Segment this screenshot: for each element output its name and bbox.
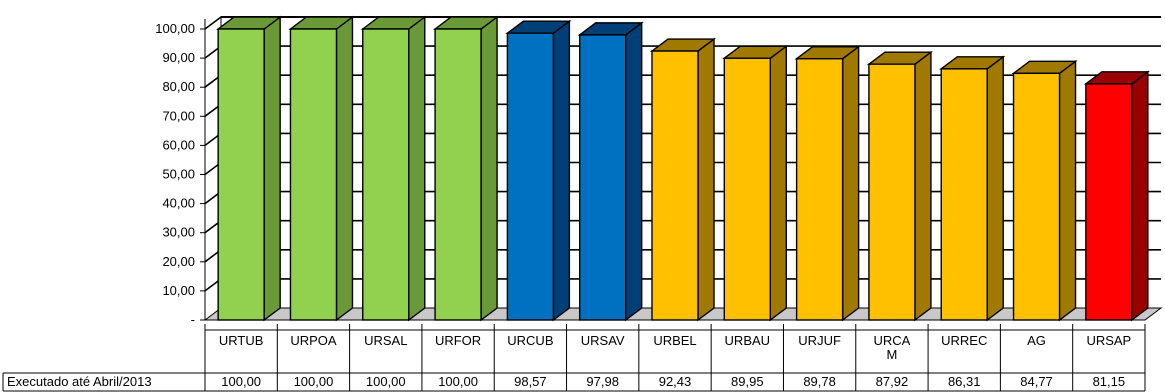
bar-ursal bbox=[360, 15, 427, 322]
data-value-label: 87,92 bbox=[876, 374, 909, 389]
bar-urrec bbox=[939, 55, 1006, 322]
category-label: URSAV bbox=[581, 333, 625, 348]
category-label: URTUB bbox=[219, 333, 264, 348]
data-value-label: 89,95 bbox=[731, 374, 764, 389]
data-value-label: 100,00 bbox=[294, 374, 334, 389]
data-value-label: 81,15 bbox=[1093, 374, 1126, 389]
bar-front bbox=[868, 63, 916, 321]
bar-front bbox=[217, 28, 265, 321]
bar-side bbox=[263, 15, 281, 322]
bar-front bbox=[1012, 72, 1061, 321]
bar-urbau bbox=[722, 44, 789, 322]
data-value-label: 100,00 bbox=[366, 374, 406, 389]
y-tick-label: 50,00 bbox=[162, 167, 195, 182]
bar-front bbox=[723, 57, 772, 321]
bar-front bbox=[1085, 83, 1133, 321]
y-tick-label: 10,00 bbox=[162, 283, 195, 298]
bar-front bbox=[795, 58, 844, 321]
y-tick-label: 80,00 bbox=[162, 79, 195, 94]
bar-side bbox=[769, 44, 788, 322]
bar-front bbox=[362, 28, 410, 321]
category-label: URREC bbox=[941, 333, 987, 348]
category-label: M bbox=[887, 347, 898, 362]
category-label: URBEL bbox=[653, 333, 696, 348]
bar-ursap bbox=[1083, 70, 1150, 322]
data-value-label: 97,98 bbox=[586, 374, 619, 389]
bar-side bbox=[986, 55, 1004, 322]
y-tick-label: 70,00 bbox=[162, 108, 195, 123]
category-label: AG bbox=[1027, 333, 1046, 348]
bar-side bbox=[1058, 59, 1077, 322]
bar-front bbox=[289, 28, 338, 321]
category-label: URFOR bbox=[435, 333, 481, 348]
bar-urfor bbox=[432, 15, 500, 322]
bar-side bbox=[408, 15, 426, 322]
bar-urbel bbox=[649, 37, 717, 322]
bar-side bbox=[480, 15, 498, 322]
bar-front bbox=[578, 34, 627, 321]
bar-ursav bbox=[577, 21, 644, 322]
bar-urtub bbox=[216, 15, 283, 322]
data-table: Executado até Abril/2013 URTUB 100,00 URPOA… bbox=[2, 324, 1146, 392]
y-tick-label: 30,00 bbox=[162, 225, 195, 240]
category-label: URBAU bbox=[725, 333, 771, 348]
bar-side bbox=[841, 45, 860, 322]
bar-side bbox=[624, 21, 643, 322]
category-label: URSAL bbox=[364, 333, 407, 348]
bar-side bbox=[1131, 70, 1149, 322]
gridline bbox=[204, 16, 1161, 30]
series-label: Executado até Abril/2013 bbox=[7, 374, 152, 389]
bar-side bbox=[914, 50, 932, 322]
y-tick-label: - bbox=[191, 312, 195, 327]
bar-urjuf bbox=[794, 45, 861, 322]
category-label: URPOA bbox=[290, 333, 337, 348]
data-value-label: 89,78 bbox=[803, 374, 836, 389]
bar-side bbox=[335, 15, 354, 322]
data-value-label: 100,00 bbox=[221, 374, 261, 389]
data-value-label: 86,31 bbox=[948, 374, 981, 389]
bar-ag bbox=[1011, 59, 1078, 322]
bar-front bbox=[651, 50, 699, 321]
data-value-label: 98,57 bbox=[514, 374, 547, 389]
y-axis: - 10,00 20,00 30,00 40,00 50,00 60,00 70,00 80,0… bbox=[155, 21, 205, 327]
category-label: URCUB bbox=[507, 333, 553, 348]
data-value-label: 100,00 bbox=[438, 374, 478, 389]
y-tick-label: 60,00 bbox=[162, 137, 195, 152]
bar-side bbox=[552, 19, 571, 322]
y-tick-label: 100,00 bbox=[155, 21, 195, 36]
category-label: URSAP bbox=[1086, 333, 1131, 348]
bar-front bbox=[940, 68, 988, 321]
bar-front bbox=[434, 28, 482, 321]
data-value-label: 84,77 bbox=[1020, 374, 1053, 389]
bar-urcam bbox=[866, 50, 934, 322]
bar-side bbox=[697, 37, 715, 322]
y-tick-label: 90,00 bbox=[162, 50, 195, 65]
y-tick-label: 40,00 bbox=[162, 196, 195, 211]
bar-urpoa bbox=[288, 15, 355, 322]
bars bbox=[216, 15, 1150, 322]
y-tick-label: 20,00 bbox=[162, 254, 195, 269]
category-label: URCA bbox=[874, 333, 911, 348]
bar-front bbox=[506, 32, 555, 321]
bar-urcub bbox=[505, 19, 572, 322]
data-value-label: 92,43 bbox=[659, 374, 692, 389]
category-label: URJUF bbox=[798, 333, 841, 348]
